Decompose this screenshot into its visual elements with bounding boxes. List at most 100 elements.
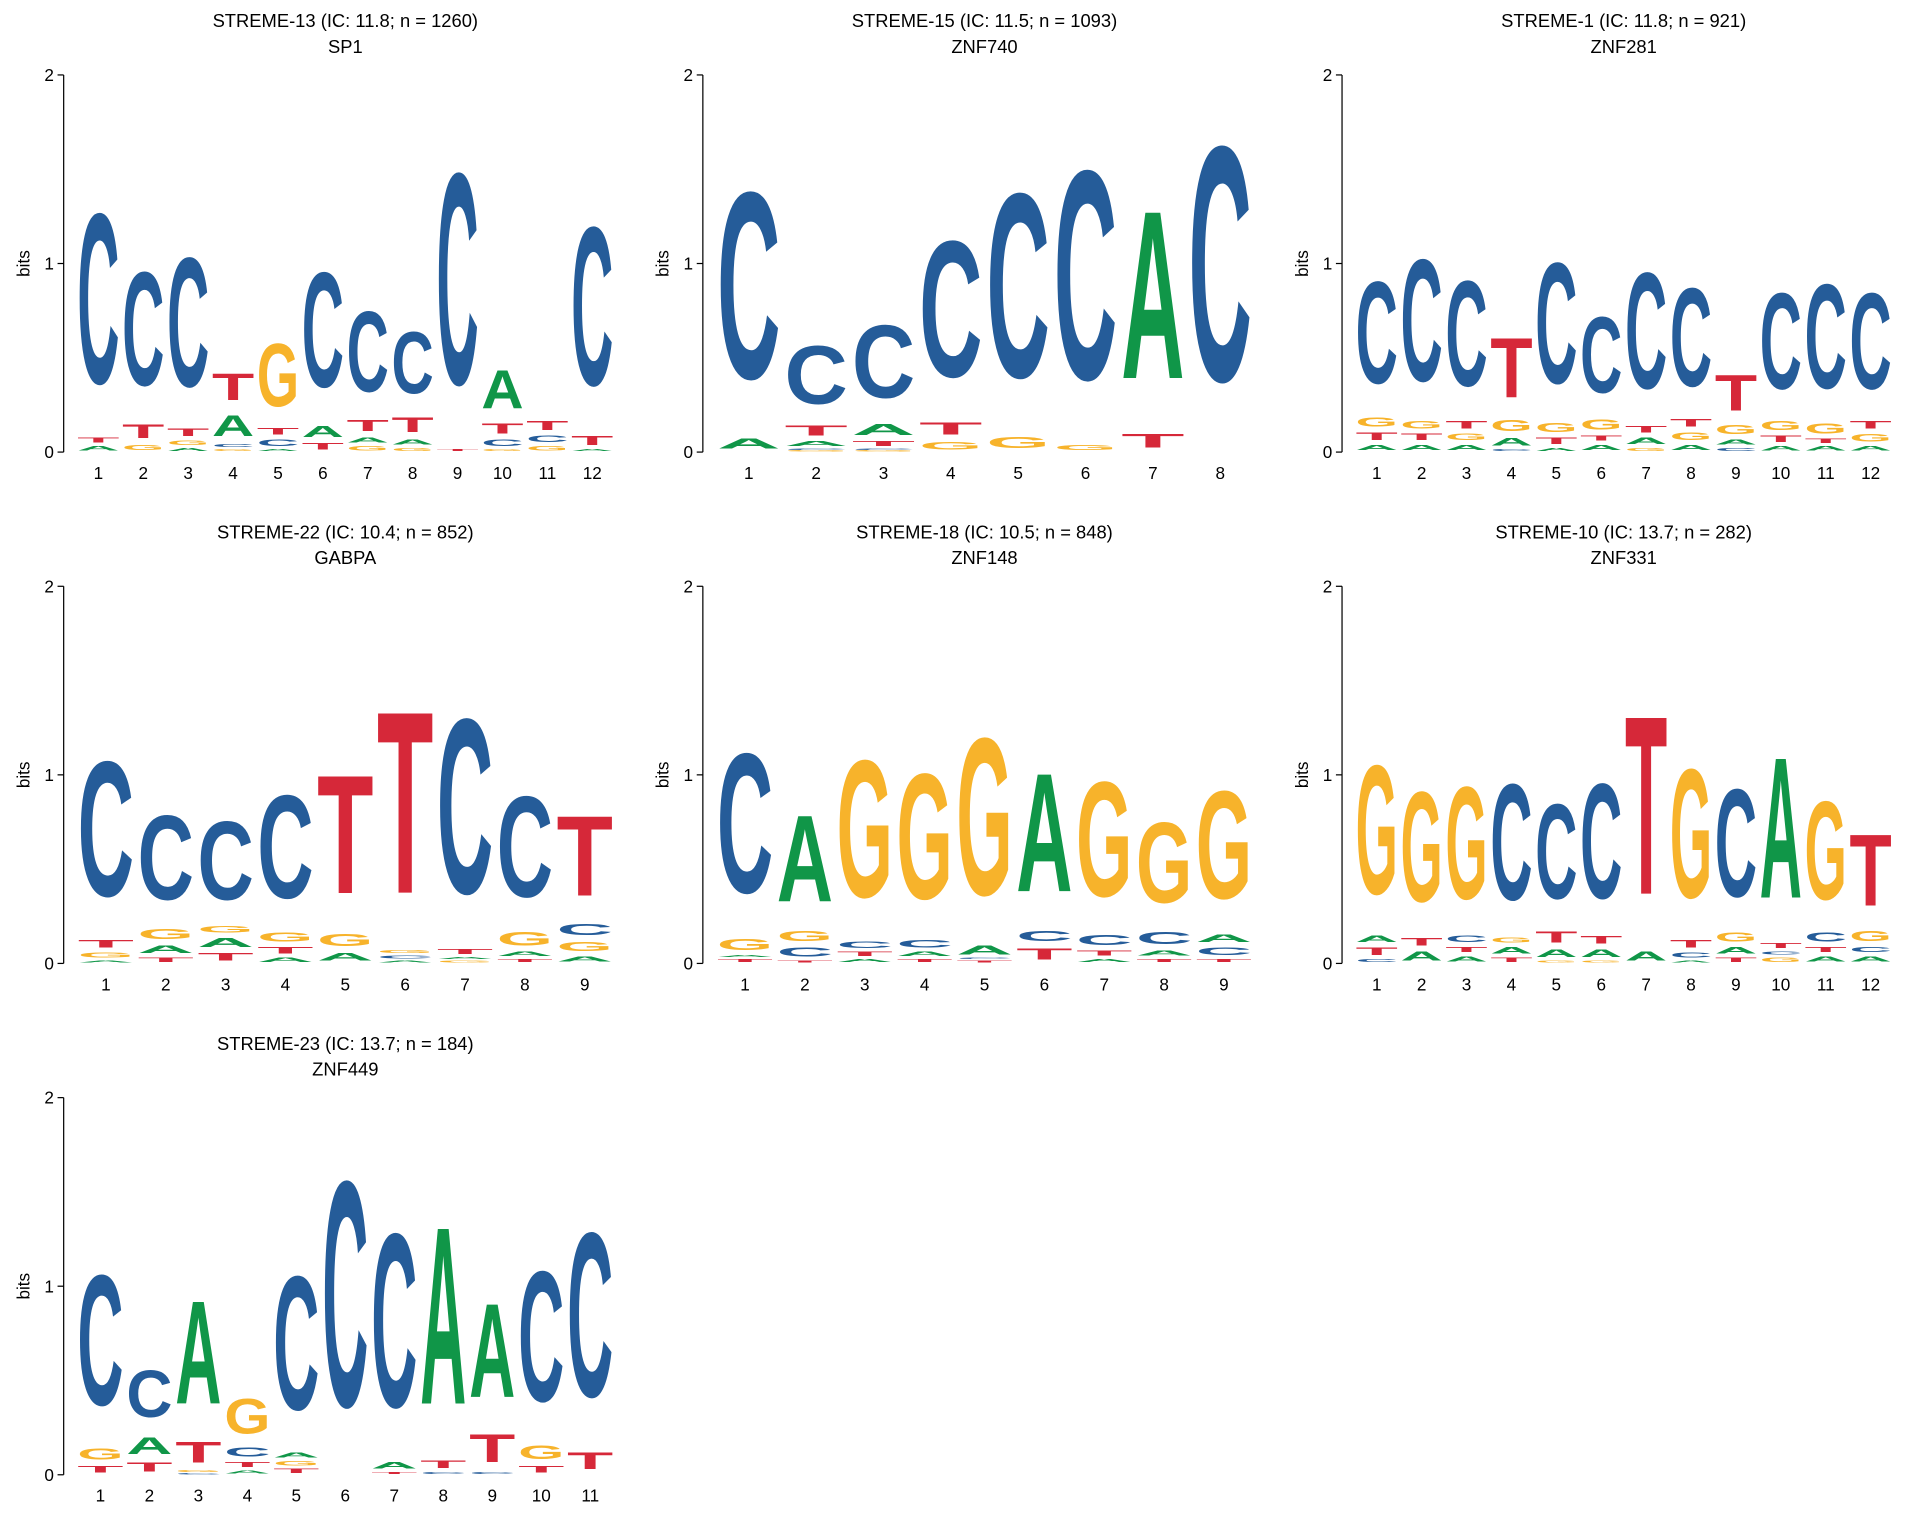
logo-letter-C: C xyxy=(784,448,847,450)
logo-letter-G: G xyxy=(1670,730,1712,936)
logo-letter-C: C xyxy=(392,313,434,412)
logo-panel: STREME-23 (IC: 13.7; n = 184) ZNF449 0 1 2 bi… xyxy=(13,1033,613,1506)
x-tick-label: 7 xyxy=(1148,463,1158,483)
x-tick-label: 6 xyxy=(1596,463,1606,483)
x-tick-label: 3 xyxy=(879,463,889,483)
x-tick-label: 3 xyxy=(183,463,193,483)
logo-letter-A: A xyxy=(1580,947,1622,959)
x-tick-label: 1 xyxy=(1372,974,1382,994)
y-tick-label: 0 xyxy=(44,1465,54,1485)
logo-letter-T: T xyxy=(956,960,1013,963)
logo-letter-C: C xyxy=(1670,951,1712,960)
logo-letter-C: C xyxy=(273,1237,319,1450)
logo-letter-A: A xyxy=(1121,161,1184,429)
logo-letter-C: C xyxy=(1580,296,1622,417)
x-tick-label: 8 xyxy=(1215,463,1225,483)
logo-letter-G: G xyxy=(138,927,194,943)
logo-letter-T: T xyxy=(392,413,434,436)
logo-letter-A: A xyxy=(956,943,1012,957)
x-tick-label: 10 xyxy=(493,463,512,483)
x-tick-label: 9 xyxy=(1219,974,1229,994)
logo-letter-C: C xyxy=(437,667,493,947)
logo-letter-A: A xyxy=(469,1277,515,1426)
logo-letter-T: T xyxy=(437,947,493,955)
logo-letter-A: A xyxy=(1805,445,1847,452)
logo-letter-T: T xyxy=(896,958,952,963)
logo-letter-T: T xyxy=(167,426,209,438)
logo-letter-A: A xyxy=(138,943,194,955)
logo-letter-G: G xyxy=(518,1442,564,1464)
logo-letter-G: G xyxy=(224,1389,270,1444)
logo-letter-G: G xyxy=(1805,771,1847,929)
logo-letter-A: A xyxy=(273,1451,319,1460)
logo-letter-C: C xyxy=(717,137,780,435)
logo-letter-C: C xyxy=(197,800,253,924)
logo-letter-A: A xyxy=(1670,960,1712,963)
y-tick-label: 1 xyxy=(684,765,694,785)
logo-letter-T: T xyxy=(126,1460,172,1474)
logo-letter-C: C xyxy=(518,1234,564,1441)
logo-letter-A: A xyxy=(481,359,523,420)
logo-letter-C: C xyxy=(122,237,164,419)
logo-letter-T: T xyxy=(197,951,253,963)
logo-letter-A: A xyxy=(1445,443,1487,452)
logo-letter-C: C xyxy=(469,1471,515,1474)
logo-letter-G: G xyxy=(392,447,434,452)
logo-letter-G: G xyxy=(784,450,847,452)
logo-letter-T: T xyxy=(1016,945,1072,963)
logo-letter-C: C xyxy=(347,288,389,417)
logo-letter-G: G xyxy=(1136,800,1192,928)
logo-letter-A: A xyxy=(167,447,209,452)
logo-letter-C: C xyxy=(1715,756,1757,929)
logo-letter-T: T xyxy=(317,740,373,929)
logo-letter-A: A xyxy=(1356,934,1398,944)
logo-letter-T: T xyxy=(518,1464,564,1474)
y-tick-label: 1 xyxy=(44,254,54,274)
logo-letter-T: T xyxy=(1401,432,1443,442)
logo-letter-C: C xyxy=(302,239,344,423)
logo-letter-T: T xyxy=(1625,424,1667,434)
x-tick-label: 7 xyxy=(390,1486,400,1506)
logo-letter-G: G xyxy=(1401,758,1443,935)
logo-letter-C: C xyxy=(717,713,773,936)
logo-letter-G: G xyxy=(1445,432,1487,442)
logo-letter-A: A xyxy=(1670,443,1712,452)
logo-letter-G: G xyxy=(1805,421,1847,437)
logo-letter-C: C xyxy=(1535,227,1577,420)
logo-letter-T: T xyxy=(784,422,847,438)
logo-letter-A: A xyxy=(1356,443,1398,452)
x-tick-label: 5 xyxy=(341,974,351,994)
logo-letter-G: G xyxy=(1535,960,1577,963)
x-tick-label: 5 xyxy=(980,974,990,994)
x-tick-label: 5 xyxy=(1013,463,1023,483)
logo-letter-C: C xyxy=(784,330,847,423)
logo-letter-C: C xyxy=(837,939,893,949)
y-tick-label: 0 xyxy=(684,954,694,974)
logo-letter-T: T xyxy=(1445,419,1487,431)
logo-letter-A: A xyxy=(1535,447,1577,452)
logo-letter-T: T xyxy=(1356,945,1398,957)
y-tick-label: 2 xyxy=(684,576,694,596)
x-tick-label: 7 xyxy=(1099,974,1109,994)
panel-title: STREME-18 (IC: 10.5; n = 848) xyxy=(856,522,1113,543)
x-tick-label: 6 xyxy=(400,974,410,994)
logo-letter-C: C xyxy=(138,792,194,926)
logo-letter-C: C xyxy=(852,448,915,450)
logo-letter-A: A xyxy=(1196,932,1252,944)
logo-letter-T: T xyxy=(1196,958,1252,963)
x-tick-label: 2 xyxy=(138,463,148,483)
logo-letter-A: A xyxy=(784,440,847,448)
logo-letter-T: T xyxy=(1356,430,1398,442)
panel-subtitle: SP1 xyxy=(328,36,363,57)
logo-letter-C: C xyxy=(1760,950,1802,955)
x-tick-label: 6 xyxy=(1040,974,1050,994)
panel-title: STREME-1 (IC: 11.8; n = 921) xyxy=(1501,10,1746,31)
logo-letter-G: G xyxy=(1356,727,1398,933)
logo-letter-T: T xyxy=(1490,322,1532,416)
x-tick-label: 2 xyxy=(811,463,821,483)
logo-letter-C: C xyxy=(919,200,982,418)
x-tick-label: 4 xyxy=(1507,974,1517,994)
logo-letter-G: G xyxy=(1401,419,1443,431)
y-tick-label: 0 xyxy=(1323,954,1333,974)
x-tick-label: 8 xyxy=(408,463,418,483)
